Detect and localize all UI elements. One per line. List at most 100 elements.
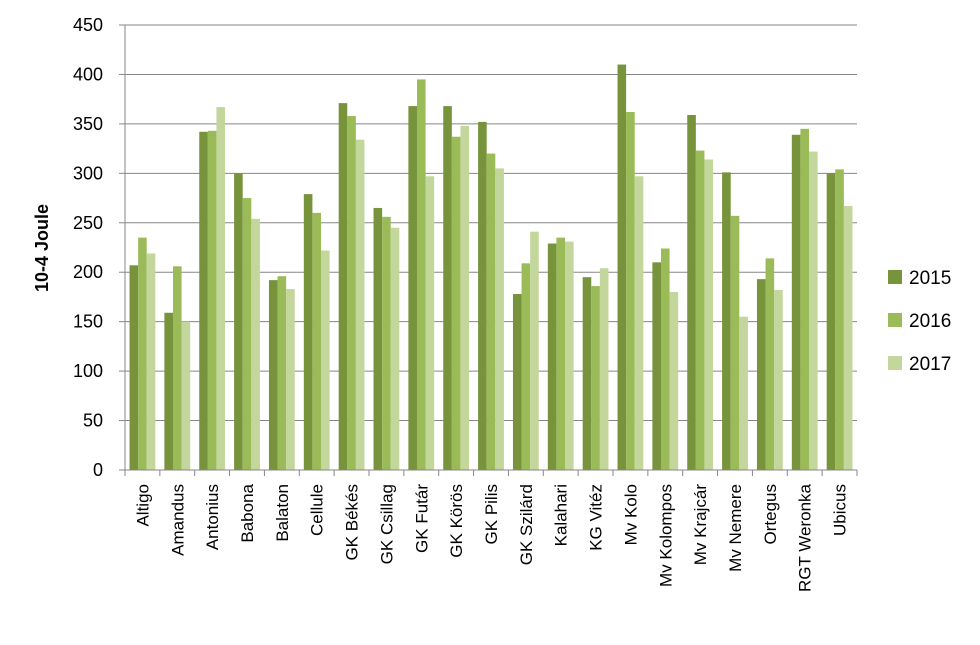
bar-2017 bbox=[495, 168, 504, 470]
bar-2016 bbox=[451, 136, 461, 470]
bar-2016 bbox=[207, 130, 217, 471]
bar-2017 bbox=[181, 321, 191, 470]
bar-2017 bbox=[843, 205, 853, 470]
bar-2017 bbox=[286, 289, 295, 470]
x-tick-label: RGT Weronka bbox=[796, 483, 815, 592]
x-tick-label: Ubicus bbox=[831, 484, 850, 536]
bar-2017 bbox=[704, 159, 714, 470]
x-tick-label: GK Futár bbox=[412, 484, 431, 553]
bar-2016 bbox=[556, 237, 566, 470]
bar-2015 bbox=[826, 173, 836, 471]
x-tick-label: GK Körös bbox=[447, 484, 466, 558]
bar-2015 bbox=[199, 131, 208, 471]
x-tick-label: Ortegus bbox=[761, 484, 780, 544]
bar-2016 bbox=[835, 169, 844, 470]
bar-2015 bbox=[582, 277, 592, 470]
bar-2016 bbox=[347, 115, 356, 470]
bar-2015 bbox=[547, 243, 557, 470]
bar-2016 bbox=[138, 237, 147, 470]
y-tick-label: 350 bbox=[73, 114, 103, 134]
bar-2017 bbox=[355, 139, 365, 470]
bar-2017 bbox=[599, 268, 609, 470]
x-tick-label: Mv Kolompos bbox=[656, 484, 675, 587]
bar-2015 bbox=[338, 103, 348, 470]
x-tick-label: Amandus bbox=[168, 484, 187, 556]
bar-2015 bbox=[687, 114, 696, 470]
bar-2016 bbox=[242, 198, 252, 471]
bar-2016 bbox=[486, 153, 496, 471]
bar-2016 bbox=[172, 266, 182, 470]
x-tick-label: Altigo bbox=[133, 484, 152, 527]
legend-swatch-2016 bbox=[888, 313, 902, 327]
bar-2016 bbox=[626, 112, 635, 471]
bar-2015 bbox=[722, 172, 731, 470]
y-tick-label: 250 bbox=[73, 213, 103, 233]
bar-2016 bbox=[312, 212, 322, 470]
x-tick-label: Cellule bbox=[308, 484, 327, 536]
bar-2017 bbox=[634, 176, 644, 471]
bar-2015 bbox=[234, 173, 243, 471]
x-tick-labels: Altigo Amandus Antonius Babona Balaton Cellul… bbox=[133, 483, 849, 592]
x-tick-label: GK Csillag bbox=[377, 484, 396, 564]
bar-2017 bbox=[216, 107, 226, 471]
bar-2015 bbox=[756, 279, 766, 470]
bar-2015 bbox=[129, 265, 139, 470]
y-tick-label: 450 bbox=[73, 15, 103, 35]
y-axis-title: 10-4 Joule bbox=[32, 204, 52, 292]
bar-2017 bbox=[739, 316, 748, 470]
bar-2016 bbox=[382, 216, 391, 470]
y-tick-label: 50 bbox=[83, 411, 103, 431]
axes bbox=[119, 24, 858, 476]
bar-2015 bbox=[512, 293, 522, 470]
x-tick-label: GK Pilis bbox=[482, 484, 501, 544]
x-tick-label: Antonius bbox=[203, 484, 222, 550]
bar-2015 bbox=[791, 134, 801, 470]
legend: 2015 2016 2017 bbox=[888, 268, 951, 375]
bar-2017 bbox=[146, 253, 156, 470]
bar-2016 bbox=[521, 263, 531, 470]
x-tick-label: Kalahari bbox=[552, 484, 571, 546]
y-tick-label: 400 bbox=[73, 64, 103, 84]
bar-2015 bbox=[303, 194, 313, 470]
x-tick-label: GK Szilárd bbox=[517, 484, 536, 565]
x-tick-label: Mv Nemere bbox=[726, 484, 745, 572]
bar-2017 bbox=[321, 250, 330, 470]
x-tick-label: Balaton bbox=[273, 484, 292, 542]
legend-swatch-2017 bbox=[888, 356, 902, 370]
bar-2016 bbox=[277, 276, 287, 470]
bar-2017 bbox=[425, 176, 435, 471]
x-tick-label: GK Békés bbox=[343, 484, 362, 561]
x-tick-label: Babona bbox=[238, 483, 257, 542]
bar-2015 bbox=[617, 64, 627, 471]
y-tick-label: 200 bbox=[73, 262, 103, 282]
bar-2015 bbox=[408, 106, 417, 470]
y-tick-label: 100 bbox=[73, 361, 103, 381]
x-tick-label: Mv Kolo bbox=[621, 484, 640, 545]
bar-2016 bbox=[591, 286, 600, 470]
bar-2017 bbox=[669, 292, 679, 470]
legend-label-2017: 2017 bbox=[909, 354, 951, 375]
legend-label-2016: 2016 bbox=[909, 311, 951, 332]
bar-2017 bbox=[565, 241, 574, 470]
legend-label-2015: 2015 bbox=[909, 268, 951, 289]
bar-2015 bbox=[443, 106, 452, 470]
y-tick-label: 150 bbox=[73, 312, 103, 332]
bar-2016 bbox=[730, 215, 740, 470]
bar-2015 bbox=[478, 121, 487, 471]
x-tick-label: KG Vitéz bbox=[587, 484, 606, 551]
bar-2015 bbox=[373, 207, 383, 470]
bar-2017 bbox=[530, 231, 539, 470]
bar-2016 bbox=[765, 258, 775, 470]
bar-2016 bbox=[695, 150, 705, 471]
bar-2017 bbox=[390, 227, 400, 470]
bars bbox=[129, 64, 853, 471]
y-tick-label: 300 bbox=[73, 163, 103, 183]
bar-2017 bbox=[460, 125, 470, 470]
y-tick-label: 0 bbox=[93, 460, 103, 480]
legend-swatch-2015 bbox=[888, 270, 902, 284]
bar-2017 bbox=[251, 218, 260, 470]
y-tick-labels: 0 50 100 150 200 250 300 350 400 450 bbox=[73, 15, 103, 480]
bar-2017 bbox=[774, 290, 783, 470]
bar-2015 bbox=[652, 262, 661, 470]
